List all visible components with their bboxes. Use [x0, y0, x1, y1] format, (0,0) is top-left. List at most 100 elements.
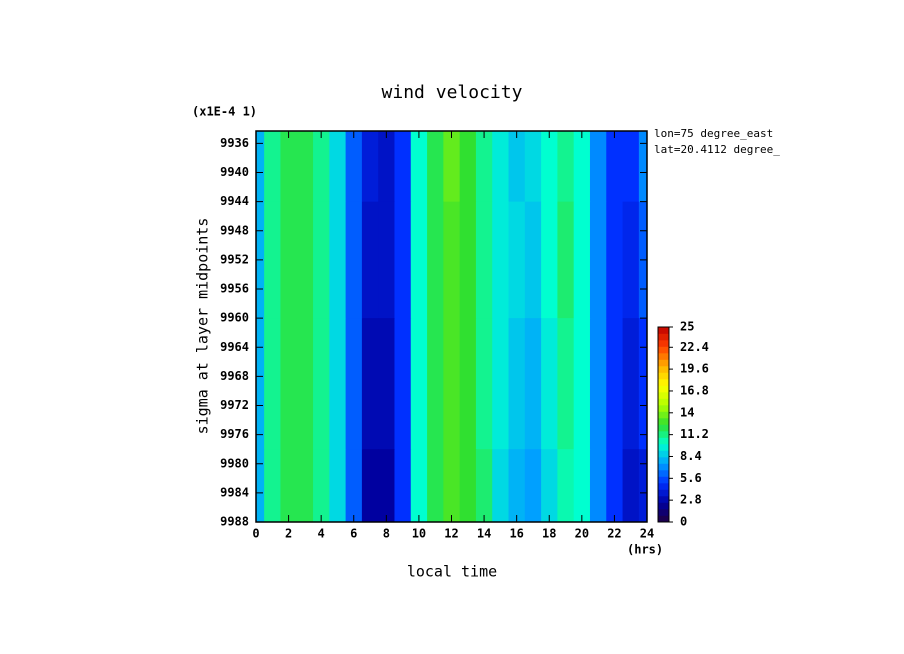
cell — [394, 131, 412, 203]
colorbar-frame — [657, 326, 670, 523]
colorbar-tick-label: 14 — [680, 405, 694, 419]
cell — [296, 201, 314, 319]
cell — [443, 318, 461, 450]
annotation: lon=75 degree_east — [654, 127, 773, 140]
annotation: lat=20.4112 degree_ — [654, 143, 780, 156]
cell — [475, 201, 493, 319]
colorbar-band — [658, 385, 669, 393]
cell — [280, 318, 298, 450]
colorbar-band — [658, 366, 669, 373]
colorbar-band — [658, 379, 669, 386]
cell — [443, 449, 461, 523]
cell — [459, 201, 477, 319]
cell — [541, 449, 558, 523]
x-tick-label: 16 — [509, 527, 523, 541]
cell — [410, 131, 428, 203]
x-tick-label: 24 — [640, 527, 654, 541]
cell — [541, 201, 558, 319]
x-tick-label: 20 — [575, 527, 589, 541]
cell — [345, 131, 363, 203]
cell — [329, 318, 347, 450]
y-tick-label: 9980 — [220, 456, 249, 470]
cell — [313, 449, 330, 523]
cell — [410, 201, 428, 319]
cell — [492, 318, 510, 450]
colorbar-tick-label: 19.6 — [680, 362, 709, 376]
cell — [394, 201, 412, 319]
y-tick-label: 9984 — [220, 485, 249, 499]
y-tick-label: 9960 — [220, 311, 249, 325]
cell — [606, 131, 624, 203]
x-tick-label: 12 — [444, 527, 458, 541]
cell — [589, 449, 607, 523]
cell — [394, 318, 412, 450]
cell — [508, 318, 526, 450]
cell — [459, 449, 477, 523]
y-tick-label: 9976 — [220, 427, 249, 441]
cell — [280, 131, 298, 203]
cell — [492, 449, 510, 523]
cell — [524, 131, 542, 203]
cell — [573, 449, 591, 523]
colorbar-tick-label: 5.6 — [680, 471, 702, 485]
x-tick-label: 10 — [412, 527, 426, 541]
cell — [427, 449, 444, 523]
cell — [264, 449, 281, 523]
y-tick-label: 9964 — [220, 340, 249, 354]
cell — [589, 131, 607, 203]
cell — [459, 318, 477, 450]
cell — [378, 201, 395, 319]
cell — [443, 131, 461, 203]
cell — [475, 449, 493, 523]
cell — [541, 131, 558, 203]
colorbar-band — [658, 444, 669, 451]
cell — [329, 201, 347, 319]
x-tick-label: 22 — [607, 527, 621, 541]
colorbar-band — [658, 463, 669, 471]
cell — [524, 201, 542, 319]
colorbar-band — [658, 509, 669, 516]
colorbar-band — [658, 398, 669, 406]
x-axis-label: local time — [407, 563, 497, 581]
colorbar-band — [658, 489, 669, 497]
cell — [541, 318, 558, 450]
cell — [427, 131, 444, 203]
cell — [508, 131, 526, 203]
colorbar-tick-label: 0 — [680, 515, 687, 529]
cell — [475, 131, 493, 203]
cell — [557, 201, 575, 319]
cell — [638, 318, 648, 450]
x-unit: (hrs) — [627, 543, 663, 557]
cell — [313, 318, 330, 450]
cell — [606, 201, 624, 319]
colorbar-band — [658, 515, 669, 523]
cell — [622, 449, 640, 523]
cell — [573, 201, 591, 319]
cell — [492, 131, 510, 203]
cell — [313, 131, 330, 203]
cell — [622, 201, 640, 319]
colorbar-tick-label: 11.2 — [680, 427, 709, 441]
cell — [296, 449, 314, 523]
colorbar-band — [658, 327, 669, 334]
cell — [410, 318, 428, 450]
cell — [329, 449, 347, 523]
cell — [345, 201, 363, 319]
cell — [296, 318, 314, 450]
cell — [557, 449, 575, 523]
x-tick-label: 0 — [252, 527, 259, 541]
cell — [345, 318, 363, 450]
cell — [524, 449, 542, 523]
colorbar-tick-label: 16.8 — [680, 383, 709, 397]
colorbar-band — [658, 450, 669, 458]
y-tick-label: 9956 — [220, 282, 249, 296]
cell — [573, 131, 591, 203]
cell — [508, 449, 526, 523]
cell — [264, 131, 281, 203]
colorbar-band — [658, 437, 669, 445]
cell — [256, 449, 265, 523]
colorbar-band — [658, 411, 669, 419]
cell — [622, 131, 640, 203]
colorbar-tick-label: 8.4 — [680, 449, 702, 463]
colorbar-band — [658, 502, 669, 510]
